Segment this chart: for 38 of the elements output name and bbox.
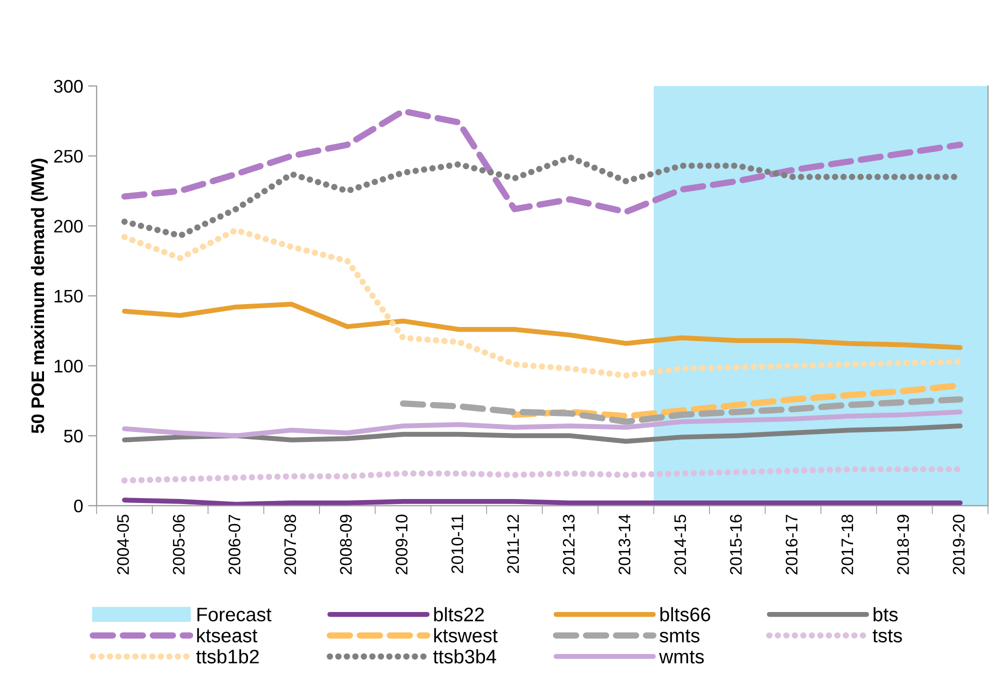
- legend-label: tsts: [872, 630, 902, 642]
- x-tick-label: 2014-15: [674, 514, 686, 574]
- x-tick-label: 2004-05: [117, 514, 129, 574]
- x-tick-label: 2005-06: [172, 514, 185, 574]
- x-tick-label: 2008-09: [340, 514, 352, 574]
- legend-label: bts: [874, 607, 898, 622]
- line-series: [122, 424, 963, 444]
- y-axis-title: 50 POE maximum demand (MW): [30, 158, 48, 434]
- x-tick-label: 2013-14: [618, 514, 630, 574]
- y-tick-label: 250: [54, 150, 83, 163]
- y-tick-label: 200: [54, 220, 83, 233]
- x-tick-label: 2010-11: [451, 514, 464, 574]
- line-series: [122, 302, 963, 350]
- y-tick-label: 150: [54, 290, 83, 303]
- legend-label: blts66: [660, 607, 710, 622]
- x-tick-label: 2011-12: [507, 514, 519, 574]
- legend-label: ktswest: [434, 628, 498, 642]
- legend-label: blts22: [434, 607, 484, 622]
- y-tick-label: 0: [74, 500, 83, 512]
- y-tick-label: 300: [54, 80, 83, 93]
- x-tick-label: 2017-18: [841, 514, 854, 574]
- y-tick-label: 100: [54, 360, 83, 373]
- legend-label: smts: [660, 630, 700, 642]
- x-tick-label: 2006-07: [228, 514, 240, 574]
- x-tick-label: 2016-17: [786, 514, 798, 574]
- legend-label: ttsb3b4: [433, 649, 496, 664]
- x-tick-label: 2019-20: [952, 514, 965, 574]
- x-tick-label: 2015-16: [730, 514, 742, 574]
- legend-label: wmts: [659, 650, 704, 664]
- line-series: [122, 410, 963, 438]
- legend-label: ttsb1b2: [196, 649, 259, 664]
- legend-label: Forecast: [197, 608, 272, 622]
- x-tick-label: 2007-08: [284, 514, 296, 574]
- y-tick-label: 50: [64, 430, 83, 442]
- legend-label: ktseast: [197, 628, 258, 642]
- x-tick-label: 2018-19: [897, 514, 909, 574]
- x-tick-label: 2012-13: [562, 514, 575, 574]
- x-tick-label: 2009-10: [396, 514, 408, 574]
